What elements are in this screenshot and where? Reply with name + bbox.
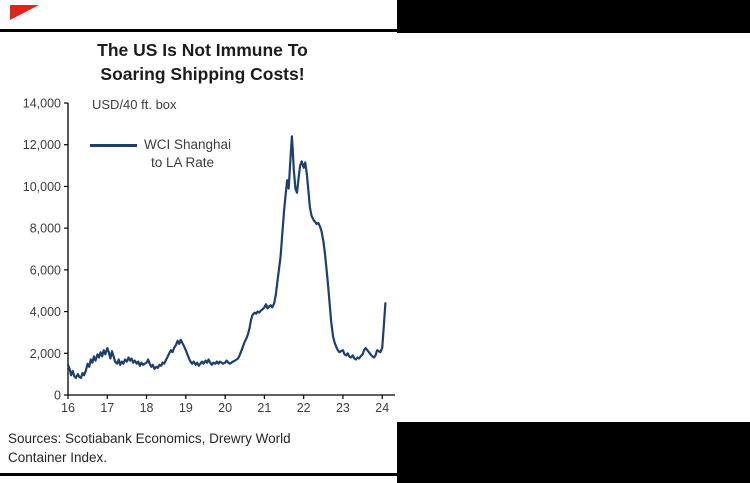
- svg-text:10,000: 10,000: [23, 180, 61, 194]
- svg-text:6,000: 6,000: [30, 263, 61, 277]
- sources-note: Sources: Scotiabank Economics, Drewry Wo…: [8, 429, 291, 467]
- sources-line2: Container Index.: [8, 450, 108, 465]
- svg-text:0: 0: [54, 389, 61, 403]
- svg-text:2,000: 2,000: [30, 347, 61, 361]
- chart-title-line1: The US Is Not Immune To: [97, 40, 308, 60]
- chart-svg: 0 2,000 4,000 6,000 8,000 10,000 12,000 14,000 1…: [23, 97, 395, 415]
- svg-text:22: 22: [297, 401, 311, 415]
- chart-title-line2: Soaring Shipping Costs!: [100, 64, 305, 84]
- svg-text:16: 16: [61, 401, 75, 415]
- svg-text:14,000: 14,000: [23, 97, 61, 111]
- chart-title: The US Is Not Immune To Soaring Shipping…: [15, 38, 390, 86]
- bottom-divider-rule: [0, 473, 750, 476]
- legend-label: WCI Shanghai to LA Rate: [144, 136, 231, 172]
- top-divider-rule: [0, 29, 750, 32]
- svg-text:4,000: 4,000: [30, 305, 61, 319]
- svg-text:8,000: 8,000: [30, 222, 61, 236]
- svg-text:24: 24: [375, 401, 389, 415]
- y-axis-unit-label: USD/40 ft. box: [92, 97, 177, 112]
- sources-line1: Sources: Scotiabank Economics, Drewry Wo…: [8, 431, 291, 446]
- scotiabank-flag-icon: [10, 5, 39, 20]
- legend-line-swatch: [90, 144, 137, 147]
- top-right-black-panel: [397, 0, 750, 33]
- chart-legend: WCI Shanghai to LA Rate: [90, 136, 231, 172]
- svg-text:23: 23: [336, 401, 350, 415]
- legend-label-line1: WCI Shanghai: [144, 137, 232, 152]
- bottom-right-black-panel: [397, 422, 750, 483]
- svg-text:19: 19: [179, 401, 193, 415]
- svg-text:21: 21: [257, 401, 271, 415]
- svg-text:12,000: 12,000: [23, 138, 61, 152]
- legend-label-line2: to LA Rate: [151, 155, 215, 170]
- svg-text:20: 20: [218, 401, 232, 415]
- svg-text:17: 17: [100, 401, 114, 415]
- svg-text:18: 18: [140, 401, 154, 415]
